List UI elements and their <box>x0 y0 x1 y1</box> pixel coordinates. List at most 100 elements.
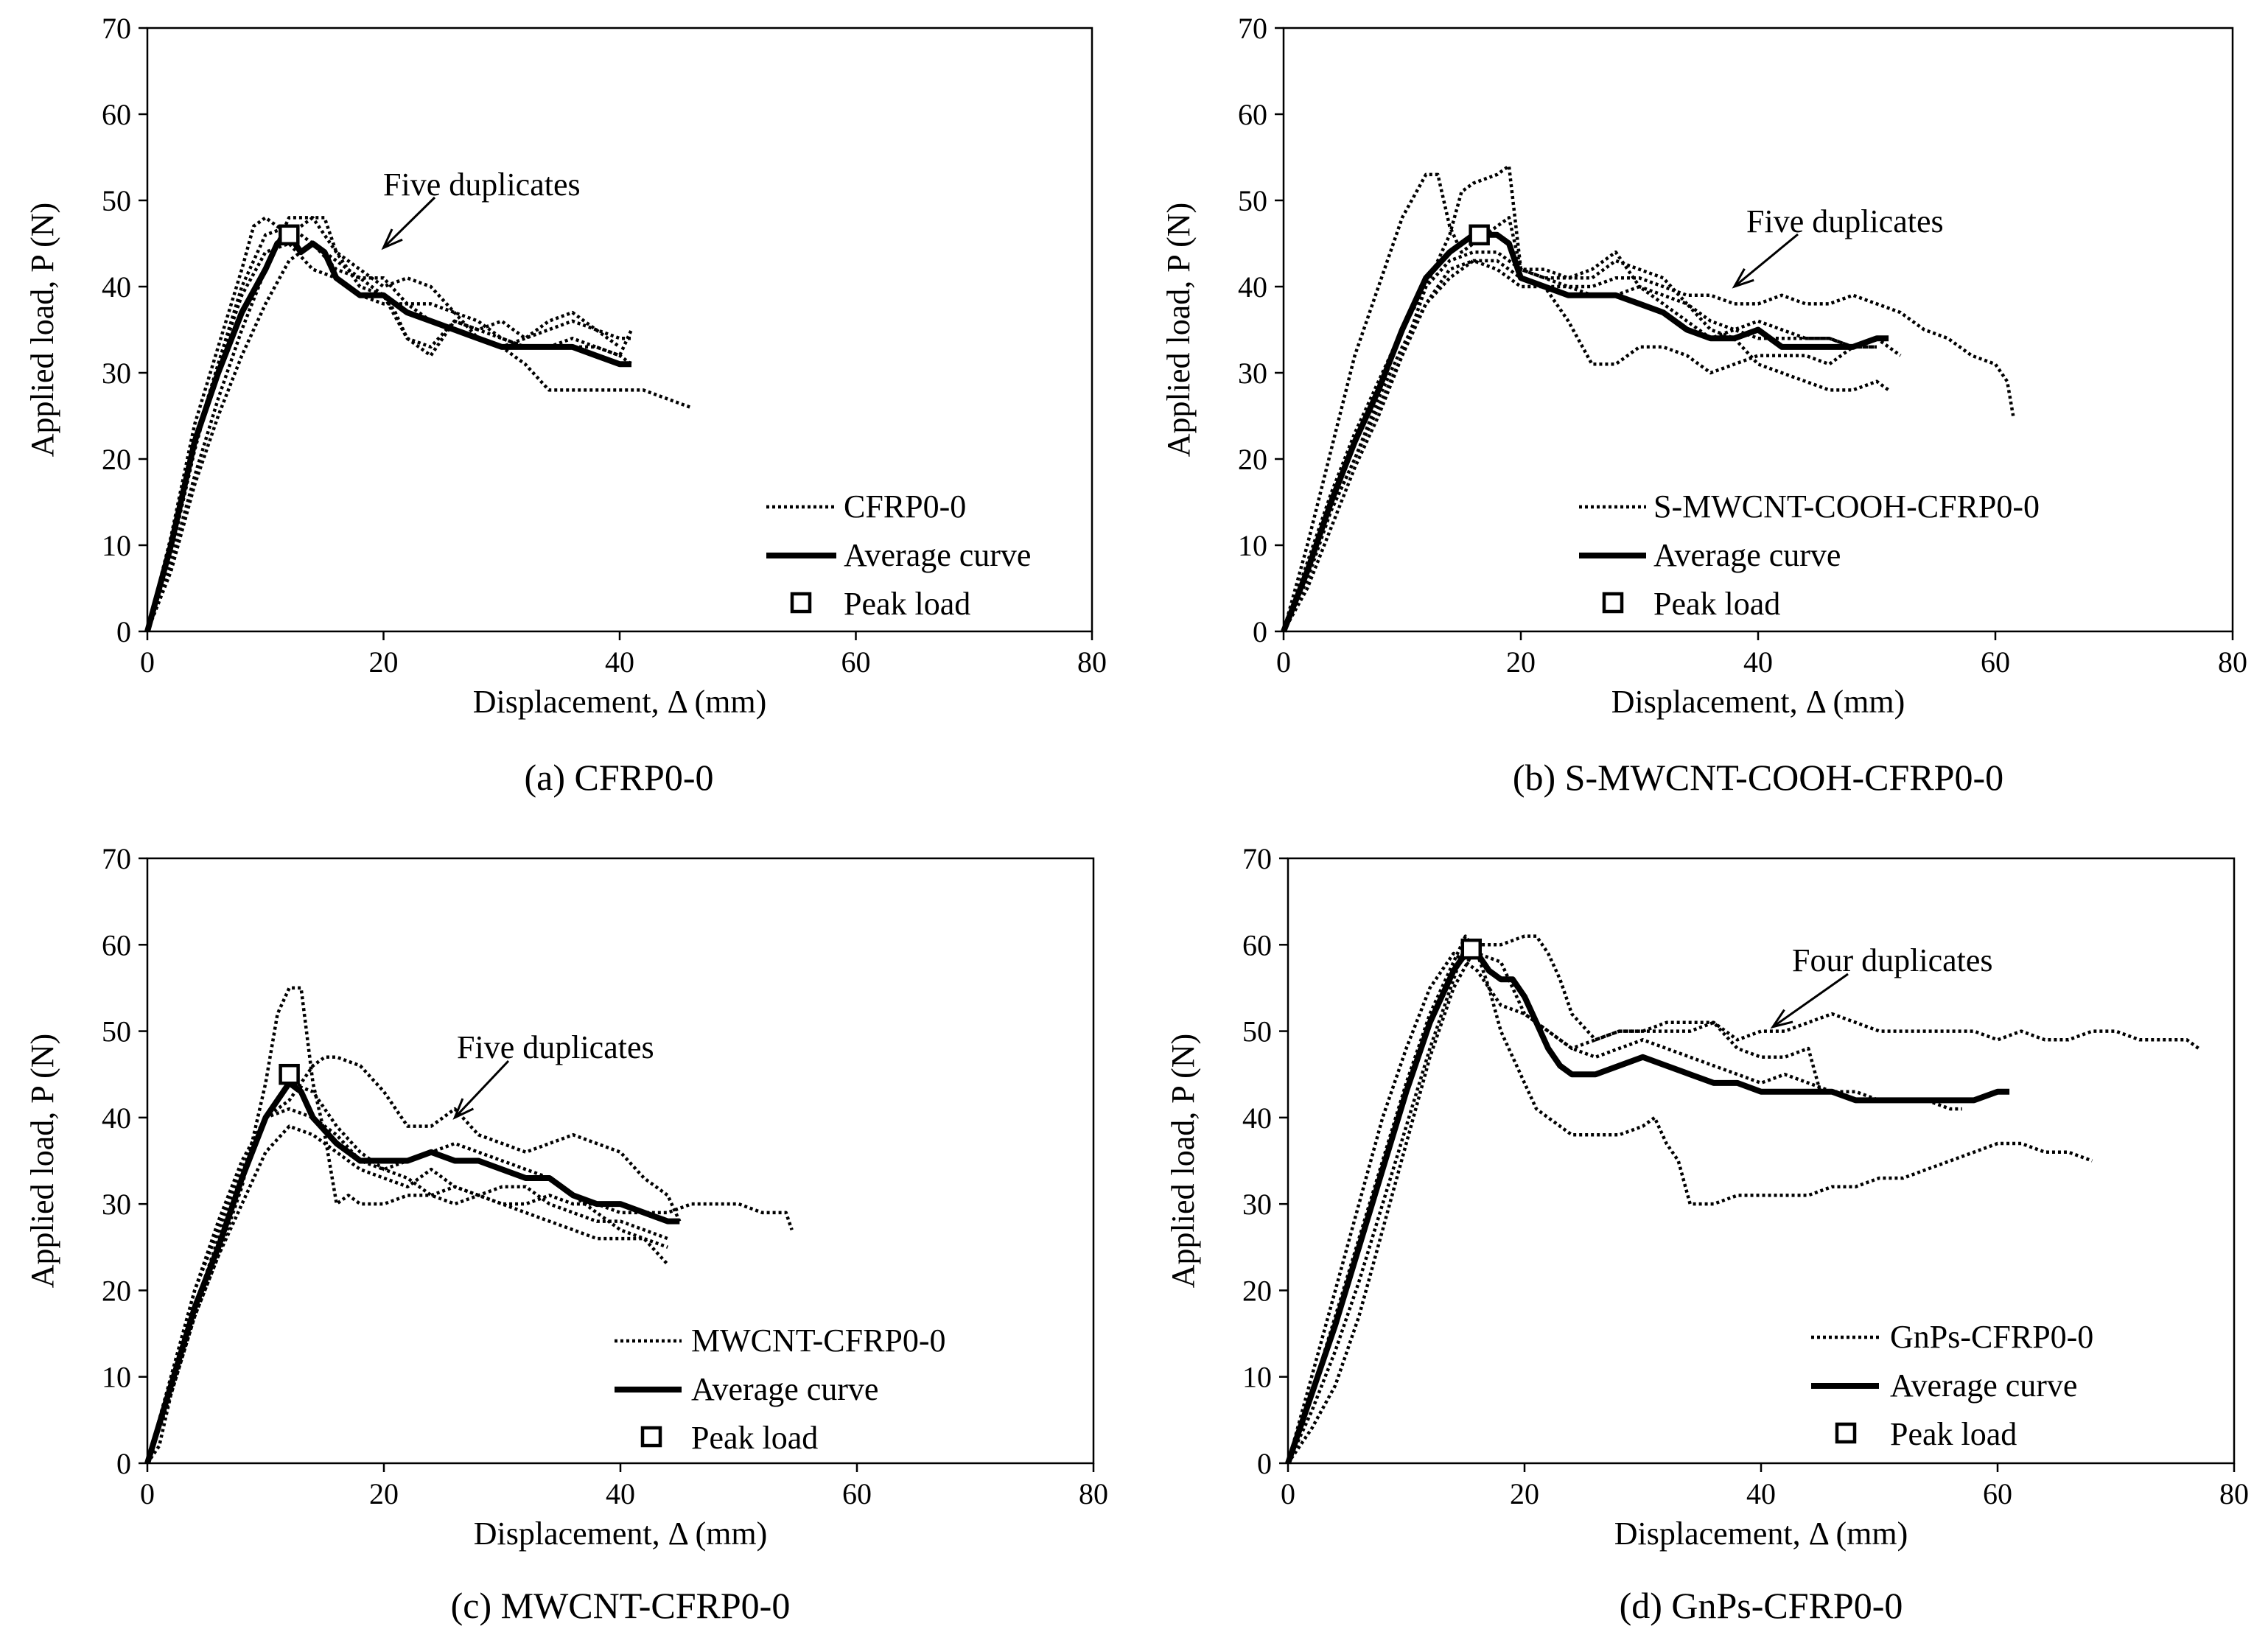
y-axis-label: Applied load, P (N) <box>24 203 60 457</box>
duplicate-curve-line <box>1281 250 1877 632</box>
legend-square-swatch <box>790 592 812 614</box>
y-tick-label: 50 <box>102 1015 131 1048</box>
y-tick-label: 30 <box>1238 357 1267 390</box>
y-tick-label: 20 <box>102 443 131 476</box>
y-tick-label: 30 <box>102 1188 131 1221</box>
panel-d: 0 10 20 30 40 50 60 70 0 20 40 60 80 Displacement, Δ … <box>1165 842 2249 1626</box>
average-curve-line <box>1281 231 1889 633</box>
average-curve-line <box>1285 950 2010 1465</box>
y-tick-label: 40 <box>1238 270 1267 304</box>
x-tick-label: 80 <box>1079 1477 1108 1510</box>
annotation-arrow-head <box>1770 1009 1793 1029</box>
annotation-arrow-line <box>382 196 436 249</box>
x-tick-label: 20 <box>1506 645 1536 679</box>
legend-label-duplicates: S-MWCNT-COOH-CFRP0-0 <box>1653 488 2040 525</box>
duplicate-curve-line <box>1281 172 2015 632</box>
x-tick-label: 80 <box>2219 1477 2249 1510</box>
peak-load-marker <box>1469 224 1490 246</box>
y-tick-label: 50 <box>1238 184 1267 217</box>
legend-label-duplicates: CFRP0-0 <box>844 488 966 525</box>
legend-label-duplicates: MWCNT-CFRP0-0 <box>691 1323 946 1359</box>
x-tick-label: 60 <box>1983 1477 2012 1510</box>
peak-load-marker <box>279 224 300 246</box>
duplicate-curve-line <box>1286 943 2200 1464</box>
x-tick-label: 20 <box>1510 1477 1539 1510</box>
duplicate-curve-line <box>145 224 691 632</box>
x-axis-label: Displacement, Δ (mm) <box>1611 684 1905 720</box>
annotation-arrow-head <box>1732 268 1754 289</box>
annotation-text: Five duplicates <box>383 167 581 203</box>
annotation-arrow-line <box>1772 973 1849 1028</box>
annotation-arrow-head <box>452 1098 475 1120</box>
y-tick-label: 30 <box>1242 1188 1272 1221</box>
y-tick-label: 70 <box>102 12 131 45</box>
x-tick-label: 20 <box>369 1477 399 1510</box>
y-tick-label: 20 <box>1238 443 1267 476</box>
y-tick-label: 0 <box>1257 1447 1272 1480</box>
y-tick-label: 40 <box>102 270 131 304</box>
y-axis-label: Applied load, P (N) <box>24 1034 60 1288</box>
duplicate-curve-line <box>145 1107 668 1464</box>
duplicate-curve-line <box>145 216 621 632</box>
x-tick-label: 40 <box>1743 645 1773 679</box>
duplicate-curve-line <box>145 242 634 632</box>
x-tick-label: 0 <box>140 1477 155 1510</box>
x-tick-label: 60 <box>842 1477 872 1510</box>
legend-square-swatch <box>640 1426 662 1448</box>
y-tick-label: 40 <box>1242 1101 1272 1135</box>
x-tick-label: 80 <box>2218 645 2247 679</box>
panel-caption: (b) S-MWCNT-COOH-CFRP0-0 <box>1513 757 2003 798</box>
y-tick-label: 60 <box>1238 98 1267 131</box>
legend-label-average: Average curve <box>1653 537 1841 573</box>
y-tick-label: 10 <box>102 1361 131 1394</box>
y-tick-label: 30 <box>102 357 131 390</box>
duplicate-curve-line <box>145 1055 682 1464</box>
duplicate-curve-line <box>145 216 631 632</box>
y-tick-label: 20 <box>1242 1274 1272 1307</box>
panel-a: 0 10 20 30 40 50 60 70 0 20 40 60 80 Displacement, Δ … <box>24 12 1107 798</box>
peak-load-marker <box>279 1063 300 1085</box>
y-tick-label: 60 <box>1242 928 1272 961</box>
annotation-text: Five duplicates <box>457 1029 654 1065</box>
panel-caption: (a) CFRP0-0 <box>525 757 714 798</box>
x-tick-label: 40 <box>1746 1477 1776 1510</box>
x-axis-label: Displacement, Δ (mm) <box>1614 1516 1908 1552</box>
legend-label-peak: Peak load <box>1890 1416 2017 1452</box>
x-tick-label: 0 <box>140 645 155 679</box>
legend-label-peak: Peak load <box>1653 586 1780 622</box>
legend-label-average: Average curve <box>844 537 1031 573</box>
y-tick-label: 10 <box>102 529 131 562</box>
peak-load-marker <box>1460 938 1483 960</box>
legend-label-average: Average curve <box>1890 1367 2077 1404</box>
y-tick-label: 0 <box>1253 615 1267 648</box>
y-tick-label: 40 <box>102 1101 131 1135</box>
duplicate-curve-line <box>1282 259 1877 633</box>
annotation-arrow-line <box>1733 233 1799 288</box>
x-tick-label: 20 <box>369 645 399 679</box>
panel-b: 0 10 20 30 40 50 60 70 0 20 40 60 80 Displacement, Δ … <box>1161 12 2247 798</box>
panel-caption: (c) MWCNT-CFRP0-0 <box>451 1585 791 1626</box>
legend-square-swatch <box>1835 1422 1857 1444</box>
plot-frame <box>146 857 1095 1465</box>
x-tick-label: 40 <box>605 645 634 679</box>
y-tick-label: 20 <box>102 1274 131 1307</box>
x-axis-label: Displacement, Δ (mm) <box>473 684 767 720</box>
y-tick-label: 60 <box>102 928 131 961</box>
duplicate-curve-line <box>1281 259 1902 632</box>
annotation-arrow-line <box>454 1059 510 1118</box>
panel-c: 0 10 20 30 40 50 60 70 0 20 40 60 80 Displacement, Δ … <box>24 842 1108 1626</box>
duplicate-curve-line <box>145 1081 668 1464</box>
legend-label-peak: Peak load <box>691 1420 818 1456</box>
x-tick-label: 80 <box>1077 645 1107 679</box>
y-tick-label: 50 <box>102 184 131 217</box>
x-tick-label: 0 <box>1281 1477 1295 1510</box>
y-tick-label: 0 <box>116 1447 131 1480</box>
duplicate-curve-line <box>145 1124 669 1464</box>
annotation-text: Five duplicates <box>1746 203 1944 239</box>
y-axis-label: Applied load, P (N) <box>1165 1034 1201 1288</box>
annotation-text: Four duplicates <box>1792 942 1993 978</box>
y-tick-label: 60 <box>102 98 131 131</box>
duplicate-curve-line <box>1286 951 1962 1464</box>
x-axis-label: Displacement, Δ (mm) <box>474 1516 768 1552</box>
y-tick-label: 70 <box>1242 842 1272 875</box>
